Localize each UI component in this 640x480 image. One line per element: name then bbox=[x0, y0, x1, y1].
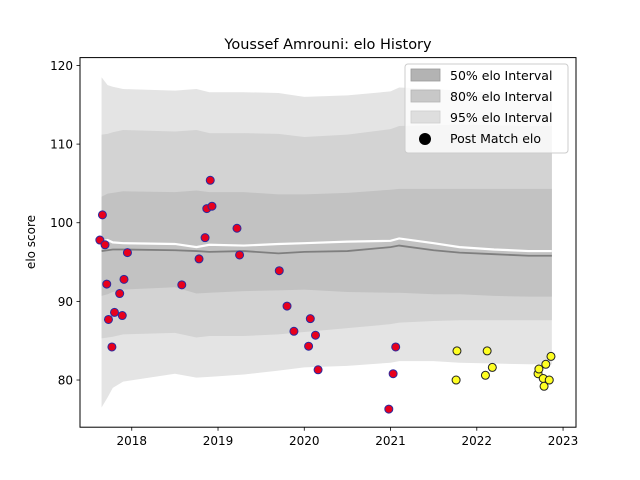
x-tick-label-2018: 2018 bbox=[116, 434, 147, 448]
legend-label-80: 80% elo Interval bbox=[450, 89, 552, 104]
x-tick-label-2022: 2022 bbox=[462, 434, 493, 448]
legend-label-post-match: Post Match elo bbox=[450, 131, 541, 146]
elo-point-recent-6 bbox=[534, 364, 544, 374]
mean-elo-line bbox=[101, 237, 552, 253]
legend-swatch-95 bbox=[410, 110, 441, 124]
plot-area bbox=[95, 77, 556, 414]
elo-point-past-12 bbox=[194, 254, 204, 264]
elo-point-recent-8 bbox=[539, 381, 549, 391]
post-match-elo-points bbox=[95, 175, 556, 414]
elo-point-past-23 bbox=[305, 314, 315, 324]
elo-point-past-19 bbox=[274, 266, 284, 276]
elo-point-past-28 bbox=[391, 342, 401, 352]
elo-point-past-5 bbox=[107, 342, 117, 352]
elo-point-past-13 bbox=[200, 233, 210, 243]
elo-point-recent-1 bbox=[452, 346, 462, 356]
elo-point-past-24 bbox=[310, 330, 320, 340]
y-tick-label-120: 120 bbox=[50, 59, 73, 73]
elo-point-past-3 bbox=[102, 279, 112, 289]
x-tick-label-2019: 2019 bbox=[203, 434, 234, 448]
legend: 50% elo Interval 80% elo Interval 95% el… bbox=[404, 63, 569, 154]
y-axis: 80 90 100 110 120 bbox=[50, 59, 80, 388]
elo-point-past-11 bbox=[177, 280, 187, 290]
elo-point-past-22 bbox=[304, 341, 314, 351]
y-tick-label-100: 100 bbox=[50, 216, 73, 230]
x-tick-label-2020: 2020 bbox=[289, 434, 320, 448]
elo-point-past-20 bbox=[282, 301, 292, 311]
elo-point-past-27 bbox=[388, 369, 398, 379]
chart-title: Youssef Amrouni: elo History bbox=[223, 37, 432, 53]
median-elo-line bbox=[101, 244, 552, 257]
x-axis: 2018 2019 2020 2021 2022 2023 bbox=[116, 427, 578, 448]
legend-swatch-80 bbox=[410, 89, 441, 103]
elo-point-past-8 bbox=[117, 311, 127, 321]
elo-point-past-6 bbox=[110, 307, 119, 317]
elo-point-recent-11 bbox=[546, 351, 556, 361]
elo-point-past-17 bbox=[232, 223, 242, 233]
elo-point-past-4 bbox=[103, 314, 113, 324]
legend-label-50: 50% elo Interval bbox=[450, 68, 552, 83]
elo-point-recent-4 bbox=[487, 362, 497, 372]
x-tick-label-2023: 2023 bbox=[548, 434, 579, 448]
elo-point-past-1 bbox=[97, 210, 107, 220]
elo-point-recent-3 bbox=[482, 346, 492, 356]
y-tick-label-90: 90 bbox=[58, 295, 73, 309]
elo-point-past-16 bbox=[207, 201, 217, 211]
elo-point-past-26 bbox=[384, 404, 394, 414]
legend-marker-post-match bbox=[419, 133, 431, 145]
legend-label-95: 95% elo Interval bbox=[450, 110, 552, 125]
elo-point-past-10 bbox=[122, 248, 132, 258]
axes-frame bbox=[79, 57, 577, 428]
legend-frame bbox=[404, 63, 569, 154]
x-tick-label-2021: 2021 bbox=[375, 434, 406, 448]
elo-point-recent-9 bbox=[541, 359, 551, 369]
y-axis-label: elo score bbox=[24, 215, 38, 269]
elo-point-recent-10 bbox=[544, 375, 554, 385]
elo-point-past-21 bbox=[289, 326, 299, 336]
legend-swatch-50 bbox=[410, 68, 441, 82]
elo-point-past-25 bbox=[313, 365, 323, 375]
elo-point-past-15 bbox=[205, 175, 215, 185]
y-tick-label-110: 110 bbox=[50, 138, 73, 152]
elo-point-past-7 bbox=[115, 289, 125, 299]
y-tick-label-80: 80 bbox=[58, 374, 73, 388]
elo-point-recent-2 bbox=[480, 370, 490, 380]
elo-point-past-2 bbox=[100, 240, 110, 250]
elo-point-recent-0 bbox=[451, 375, 461, 385]
elo-point-past-9 bbox=[119, 274, 129, 284]
elo-point-past-18 bbox=[235, 250, 245, 260]
